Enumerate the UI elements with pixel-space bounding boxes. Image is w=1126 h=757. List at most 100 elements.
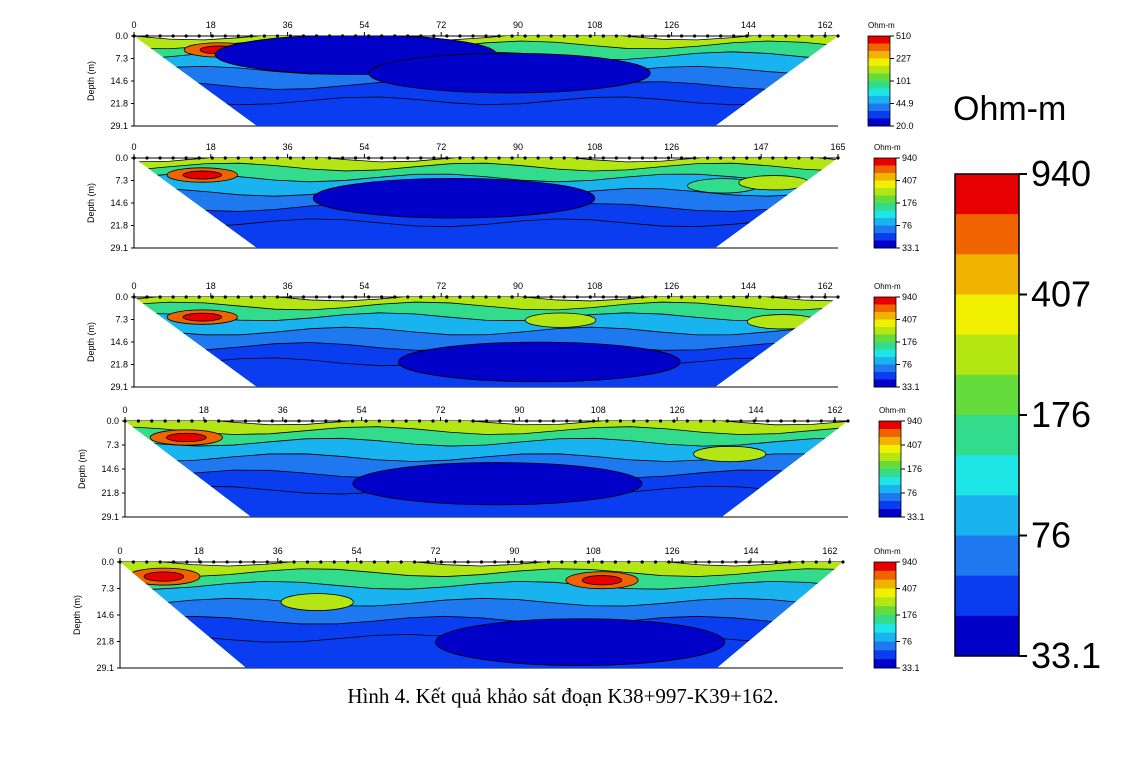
y-tick-label: 0.0 xyxy=(106,416,119,426)
colorbar-segment xyxy=(874,623,896,634)
large-colorbar-title: Ohm-m xyxy=(953,90,1066,128)
colorbar-segment xyxy=(874,327,896,335)
electrode-marker xyxy=(171,156,175,160)
colorbar-title: Ohm-m xyxy=(874,282,901,291)
y-tick-label: 14.6 xyxy=(110,76,128,86)
large-colorbar-tick-label: 76 xyxy=(1031,515,1071,556)
electrode-marker xyxy=(406,295,410,299)
electrode-marker xyxy=(184,34,188,38)
colorbar-segment xyxy=(874,334,896,343)
colorbar-segment xyxy=(874,579,896,589)
large-colorbar-segment xyxy=(955,495,1019,536)
electrode-marker xyxy=(549,34,553,38)
electrode-marker xyxy=(145,34,149,38)
colorbar-segment xyxy=(868,111,890,119)
electrode-marker xyxy=(340,295,345,299)
electrode-marker xyxy=(432,295,436,299)
colorbar-tick-label: 33.1 xyxy=(902,243,920,253)
electrode-marker xyxy=(498,419,502,423)
electrode-marker xyxy=(640,34,645,38)
electrode-marker xyxy=(288,156,293,160)
colorbar-segment xyxy=(879,501,901,510)
electrode-marker xyxy=(523,156,527,160)
section-panel-2: 0 18 36 54 72 90 108 126 147 165 0.0 7.3 14.6 21.8 29.… xyxy=(86,142,920,253)
y-tick-label: 7.3 xyxy=(101,584,114,594)
y-tick-label: 21.8 xyxy=(110,360,128,370)
electrode-marker xyxy=(432,156,436,160)
colorbar-tick-label: 940 xyxy=(907,416,922,426)
colorbar-segment xyxy=(874,225,896,234)
colorbar-segment xyxy=(868,51,890,59)
electrode-marker xyxy=(319,560,323,564)
colorbar-tick-label: 76 xyxy=(907,488,917,498)
electrode-marker xyxy=(666,34,671,38)
x-tick-label: 165 xyxy=(830,142,845,152)
electrode-marker xyxy=(426,560,430,564)
electrode-marker xyxy=(679,156,684,160)
resistivity-anomaly xyxy=(525,312,597,328)
colorbar-tick-label: 176 xyxy=(902,610,917,620)
y-axis-label: Depth (m) xyxy=(86,322,96,362)
electrode-marker xyxy=(184,295,188,299)
electrode-marker xyxy=(406,156,410,160)
colorbar-segment xyxy=(874,650,896,660)
colorbar-segment xyxy=(879,429,901,438)
electrode-marker xyxy=(810,295,814,299)
x-tick-label: 162 xyxy=(822,546,837,556)
resistivity-anomaly-core xyxy=(166,432,207,443)
colorbar-segment xyxy=(879,461,901,470)
electrode-marker xyxy=(613,560,617,564)
electrode-marker xyxy=(667,560,671,564)
electrode-marker xyxy=(249,156,253,160)
large-colorbar-segment xyxy=(955,455,1019,496)
electrode-marker xyxy=(810,34,814,38)
electrode-marker xyxy=(725,419,730,423)
resistivity-section xyxy=(134,158,838,248)
colorbar-title: Ohm-m xyxy=(868,21,895,30)
electrode-marker xyxy=(562,295,566,299)
colorbar-tick-label: 33.1 xyxy=(902,382,920,392)
electrode-marker xyxy=(466,560,470,564)
colorbar-tick-label: 940 xyxy=(902,153,917,163)
electrode-marker xyxy=(747,560,751,564)
electrode-marker xyxy=(712,419,716,423)
x-tick-label: 126 xyxy=(665,546,680,556)
figure-caption: Hình 4. Kết quả khảo sát đoạn K38+997-K3… xyxy=(347,684,779,708)
electrode-marker xyxy=(745,295,749,299)
electrode-marker xyxy=(225,560,229,564)
electrode-marker xyxy=(706,34,710,38)
electrode-marker xyxy=(332,560,336,564)
electrode-marker xyxy=(171,295,175,299)
electrode-marker xyxy=(301,295,306,299)
electrode-marker xyxy=(823,156,827,160)
electrode-marker xyxy=(210,295,214,299)
electrode-marker xyxy=(210,156,214,160)
y-axis-label: Depth (m) xyxy=(77,449,87,489)
electrode-marker xyxy=(367,156,371,160)
electrode-marker xyxy=(431,419,435,423)
electrode-marker xyxy=(249,295,253,299)
colorbar-segment xyxy=(874,659,896,669)
electrode-marker xyxy=(787,560,792,564)
electrode-marker xyxy=(797,295,801,299)
colorbar-tick-label: 76 xyxy=(902,360,912,370)
electrode-marker xyxy=(262,34,266,38)
electrode-marker xyxy=(640,156,645,160)
colorbar-segment xyxy=(868,96,890,104)
y-axis-label: Depth (m) xyxy=(72,595,82,635)
electrode-marker xyxy=(797,156,801,160)
y-tick-label: 0.0 xyxy=(115,153,128,163)
y-tick-label: 14.6 xyxy=(110,337,128,347)
electrode-marker xyxy=(640,560,644,564)
electrode-marker xyxy=(236,156,240,160)
x-tick-label: 0 xyxy=(131,20,136,30)
electrode-marker xyxy=(833,419,837,423)
electrode-marker xyxy=(699,419,703,423)
electrode-marker xyxy=(679,295,684,299)
electrode-marker xyxy=(158,34,162,38)
y-tick-label: 7.3 xyxy=(115,54,128,64)
electrode-marker xyxy=(354,34,358,38)
electrode-marker xyxy=(525,419,529,423)
colorbar-segment xyxy=(879,469,901,478)
colorbar-segment xyxy=(874,588,896,598)
